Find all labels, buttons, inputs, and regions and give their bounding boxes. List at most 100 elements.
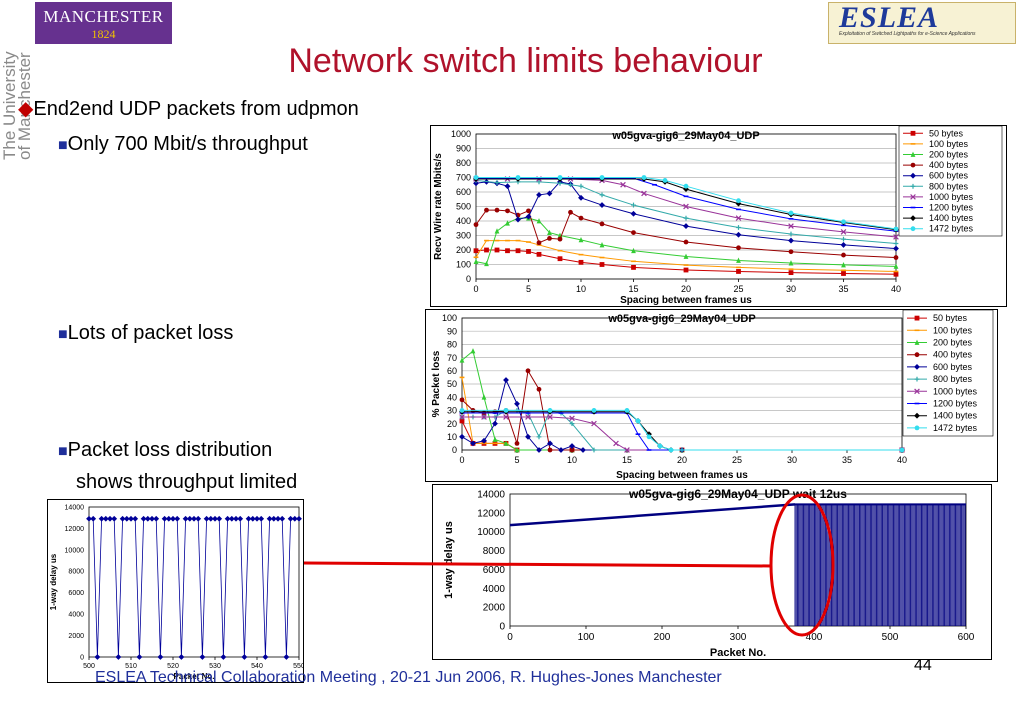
legend-entry: 1000 bytes bbox=[933, 386, 978, 396]
bullet-throughput: ■Only 700 Mbit/s throughput bbox=[58, 133, 308, 156]
y-axis-label: Recv Wire rate Mbits/s bbox=[433, 153, 444, 260]
delay-data-point bbox=[228, 515, 235, 522]
x-tick-label: 600 bbox=[958, 632, 975, 643]
data-point bbox=[481, 394, 487, 400]
bullet-packet-loss: ■Lots of packet loss bbox=[58, 322, 233, 345]
data-point bbox=[547, 414, 553, 420]
legend-marker bbox=[910, 226, 916, 232]
bullet-distribution-line2: shows throughput limited bbox=[76, 471, 298, 493]
data-point bbox=[591, 420, 597, 427]
data-point bbox=[536, 434, 542, 440]
data-point bbox=[591, 408, 597, 413]
x-tick-label: 510 bbox=[125, 663, 137, 670]
x-tick-label: 40 bbox=[897, 455, 907, 465]
data-point bbox=[736, 245, 741, 251]
data-point bbox=[657, 443, 663, 449]
y-tick-label: 60 bbox=[447, 366, 457, 376]
delay-data-point bbox=[241, 654, 248, 660]
data-point bbox=[683, 267, 689, 273]
data-point bbox=[631, 202, 636, 208]
page-number: 44 bbox=[914, 657, 932, 674]
data-point bbox=[459, 414, 465, 420]
y-tick-label: 1000 bbox=[451, 129, 471, 139]
y-tick-label: 80 bbox=[447, 340, 457, 350]
data-point bbox=[459, 397, 465, 403]
data-point bbox=[683, 239, 689, 245]
y-tick-label: 800 bbox=[456, 158, 471, 168]
delay-data-point bbox=[178, 654, 185, 660]
x-tick-label: 200 bbox=[654, 632, 671, 643]
delay-data-point bbox=[254, 515, 260, 522]
x-tick-label: 540 bbox=[251, 663, 263, 670]
data-point bbox=[662, 178, 668, 183]
data-point bbox=[599, 192, 605, 198]
delay-data-point bbox=[287, 515, 294, 522]
data-point bbox=[473, 258, 479, 264]
y-tick-label: 200 bbox=[456, 245, 471, 255]
data-point bbox=[683, 203, 689, 210]
chart-title: w05gva-gig6_29May04_UDP wait 12us bbox=[628, 487, 847, 501]
series-line bbox=[475, 240, 897, 272]
data-point bbox=[683, 183, 689, 189]
plot-area bbox=[509, 493, 967, 627]
delay-data-point bbox=[237, 515, 244, 522]
manchester-logo-year: 1824 bbox=[91, 27, 116, 41]
university-side-line2: of Manchester bbox=[15, 52, 32, 160]
data-point bbox=[481, 414, 487, 420]
x-tick-label: 0 bbox=[473, 284, 478, 294]
delay-data-point bbox=[220, 654, 227, 660]
data-point bbox=[470, 348, 476, 354]
legend-entry: 1400 bytes bbox=[933, 411, 978, 421]
delay-data-point bbox=[296, 515, 302, 522]
data-point bbox=[631, 265, 636, 270]
x-axis-label: Packet No. bbox=[174, 672, 215, 681]
x-tick-label: 15 bbox=[628, 284, 638, 294]
data-point bbox=[515, 248, 521, 254]
data-point bbox=[536, 447, 542, 453]
series-line bbox=[462, 416, 902, 451]
legend-marker bbox=[914, 376, 920, 382]
data-point bbox=[899, 447, 905, 453]
delay-data-point bbox=[262, 654, 269, 660]
data-point bbox=[624, 447, 630, 453]
legend-marker bbox=[910, 215, 916, 221]
data-point bbox=[525, 433, 531, 440]
series-2 bbox=[473, 215, 899, 269]
x-axis-label: Spacing between frames us bbox=[616, 470, 748, 481]
x-tick-label: 25 bbox=[732, 455, 742, 465]
legend-marker bbox=[914, 388, 920, 395]
delay-data-point bbox=[182, 515, 189, 522]
data-point bbox=[492, 436, 498, 442]
x-tick-label: 520 bbox=[167, 663, 179, 670]
delay-data-point bbox=[249, 515, 256, 522]
legend-entry: 200 bytes bbox=[929, 150, 969, 160]
data-point bbox=[735, 231, 742, 238]
data-point bbox=[515, 175, 521, 180]
legend-entry: 400 bytes bbox=[933, 350, 973, 360]
plot-area bbox=[475, 133, 897, 280]
x-tick-label: 30 bbox=[786, 284, 796, 294]
delay-data-point bbox=[216, 515, 223, 522]
data-point bbox=[525, 213, 532, 220]
delay-data-point bbox=[149, 515, 155, 522]
y-tick-label: 4000 bbox=[483, 584, 506, 595]
data-point bbox=[840, 242, 847, 248]
delay-data-point bbox=[245, 515, 252, 522]
data-point bbox=[494, 247, 500, 253]
y-tick-label: 10000 bbox=[477, 527, 505, 538]
delay-data-point bbox=[291, 515, 298, 522]
x-tick-label: 30 bbox=[787, 455, 797, 465]
legend: 50 bytes 100 bytes 200 bytes 400 bytes 600 b… bbox=[902, 309, 994, 437]
data-point bbox=[484, 207, 489, 213]
slide-title: Network switch limits behaviour bbox=[288, 42, 763, 80]
legend-entry: 400 bytes bbox=[929, 160, 969, 170]
delay-data-point bbox=[191, 515, 197, 522]
legend-entry: 800 bytes bbox=[933, 374, 973, 384]
data-point bbox=[536, 240, 542, 246]
data-point bbox=[631, 230, 636, 235]
y-tick-label: 300 bbox=[456, 231, 471, 241]
x-tick-label: 500 bbox=[882, 632, 899, 643]
manchester-logo-text: MANCHESTER bbox=[43, 7, 164, 26]
data-point bbox=[578, 259, 584, 265]
delay-data-point bbox=[132, 515, 139, 522]
